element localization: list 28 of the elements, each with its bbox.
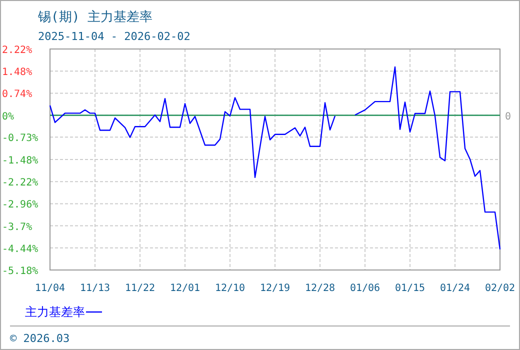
legend: 主力基差率 xyxy=(25,305,102,319)
x-tick-label: 12/19 xyxy=(260,283,290,294)
chart-title: 锡(期) 主力基差率 xyxy=(37,9,152,25)
x-tick-label: 01/15 xyxy=(394,283,426,294)
y-tick-label: -4.44% xyxy=(2,244,38,255)
y-tick-label: -0.73% xyxy=(2,133,38,144)
y-tick-label: 2.22% xyxy=(2,45,32,56)
y-tick-label: -2.22% xyxy=(2,178,38,189)
y-tick-label: -3.7% xyxy=(2,222,32,233)
x-tick-label: 11/13 xyxy=(80,283,110,294)
text: © 2026.03 xyxy=(10,332,70,345)
ref-line-label: 0 xyxy=(505,111,512,122)
x-tick-label: 01/06 xyxy=(350,283,380,294)
x-tick-label: 11/04 xyxy=(34,283,66,294)
y-tick-label: 1.48% xyxy=(2,67,32,78)
y-tick-label: 0% xyxy=(2,111,14,122)
x-tick-label: 12/01 xyxy=(170,283,200,294)
x-tick-label: 12/28 xyxy=(304,283,336,294)
x-tick-label: 11/22 xyxy=(124,283,156,294)
y-tick-label: -1.48% xyxy=(2,156,38,166)
y-tick-label: -5.18% xyxy=(2,266,38,277)
x-tick-label: 02/02 xyxy=(484,283,516,294)
x-tick-label: 12/10 xyxy=(214,283,246,294)
y-tick-label: -2.96% xyxy=(2,200,38,211)
y-tick-label: 0.74% xyxy=(2,89,32,100)
chart-subtitle: 2025-11-04 - 2026-02-02 xyxy=(38,30,190,43)
x-tick-label: 01/24 xyxy=(440,283,470,294)
legend-label: 主力基差率 xyxy=(25,305,85,319)
